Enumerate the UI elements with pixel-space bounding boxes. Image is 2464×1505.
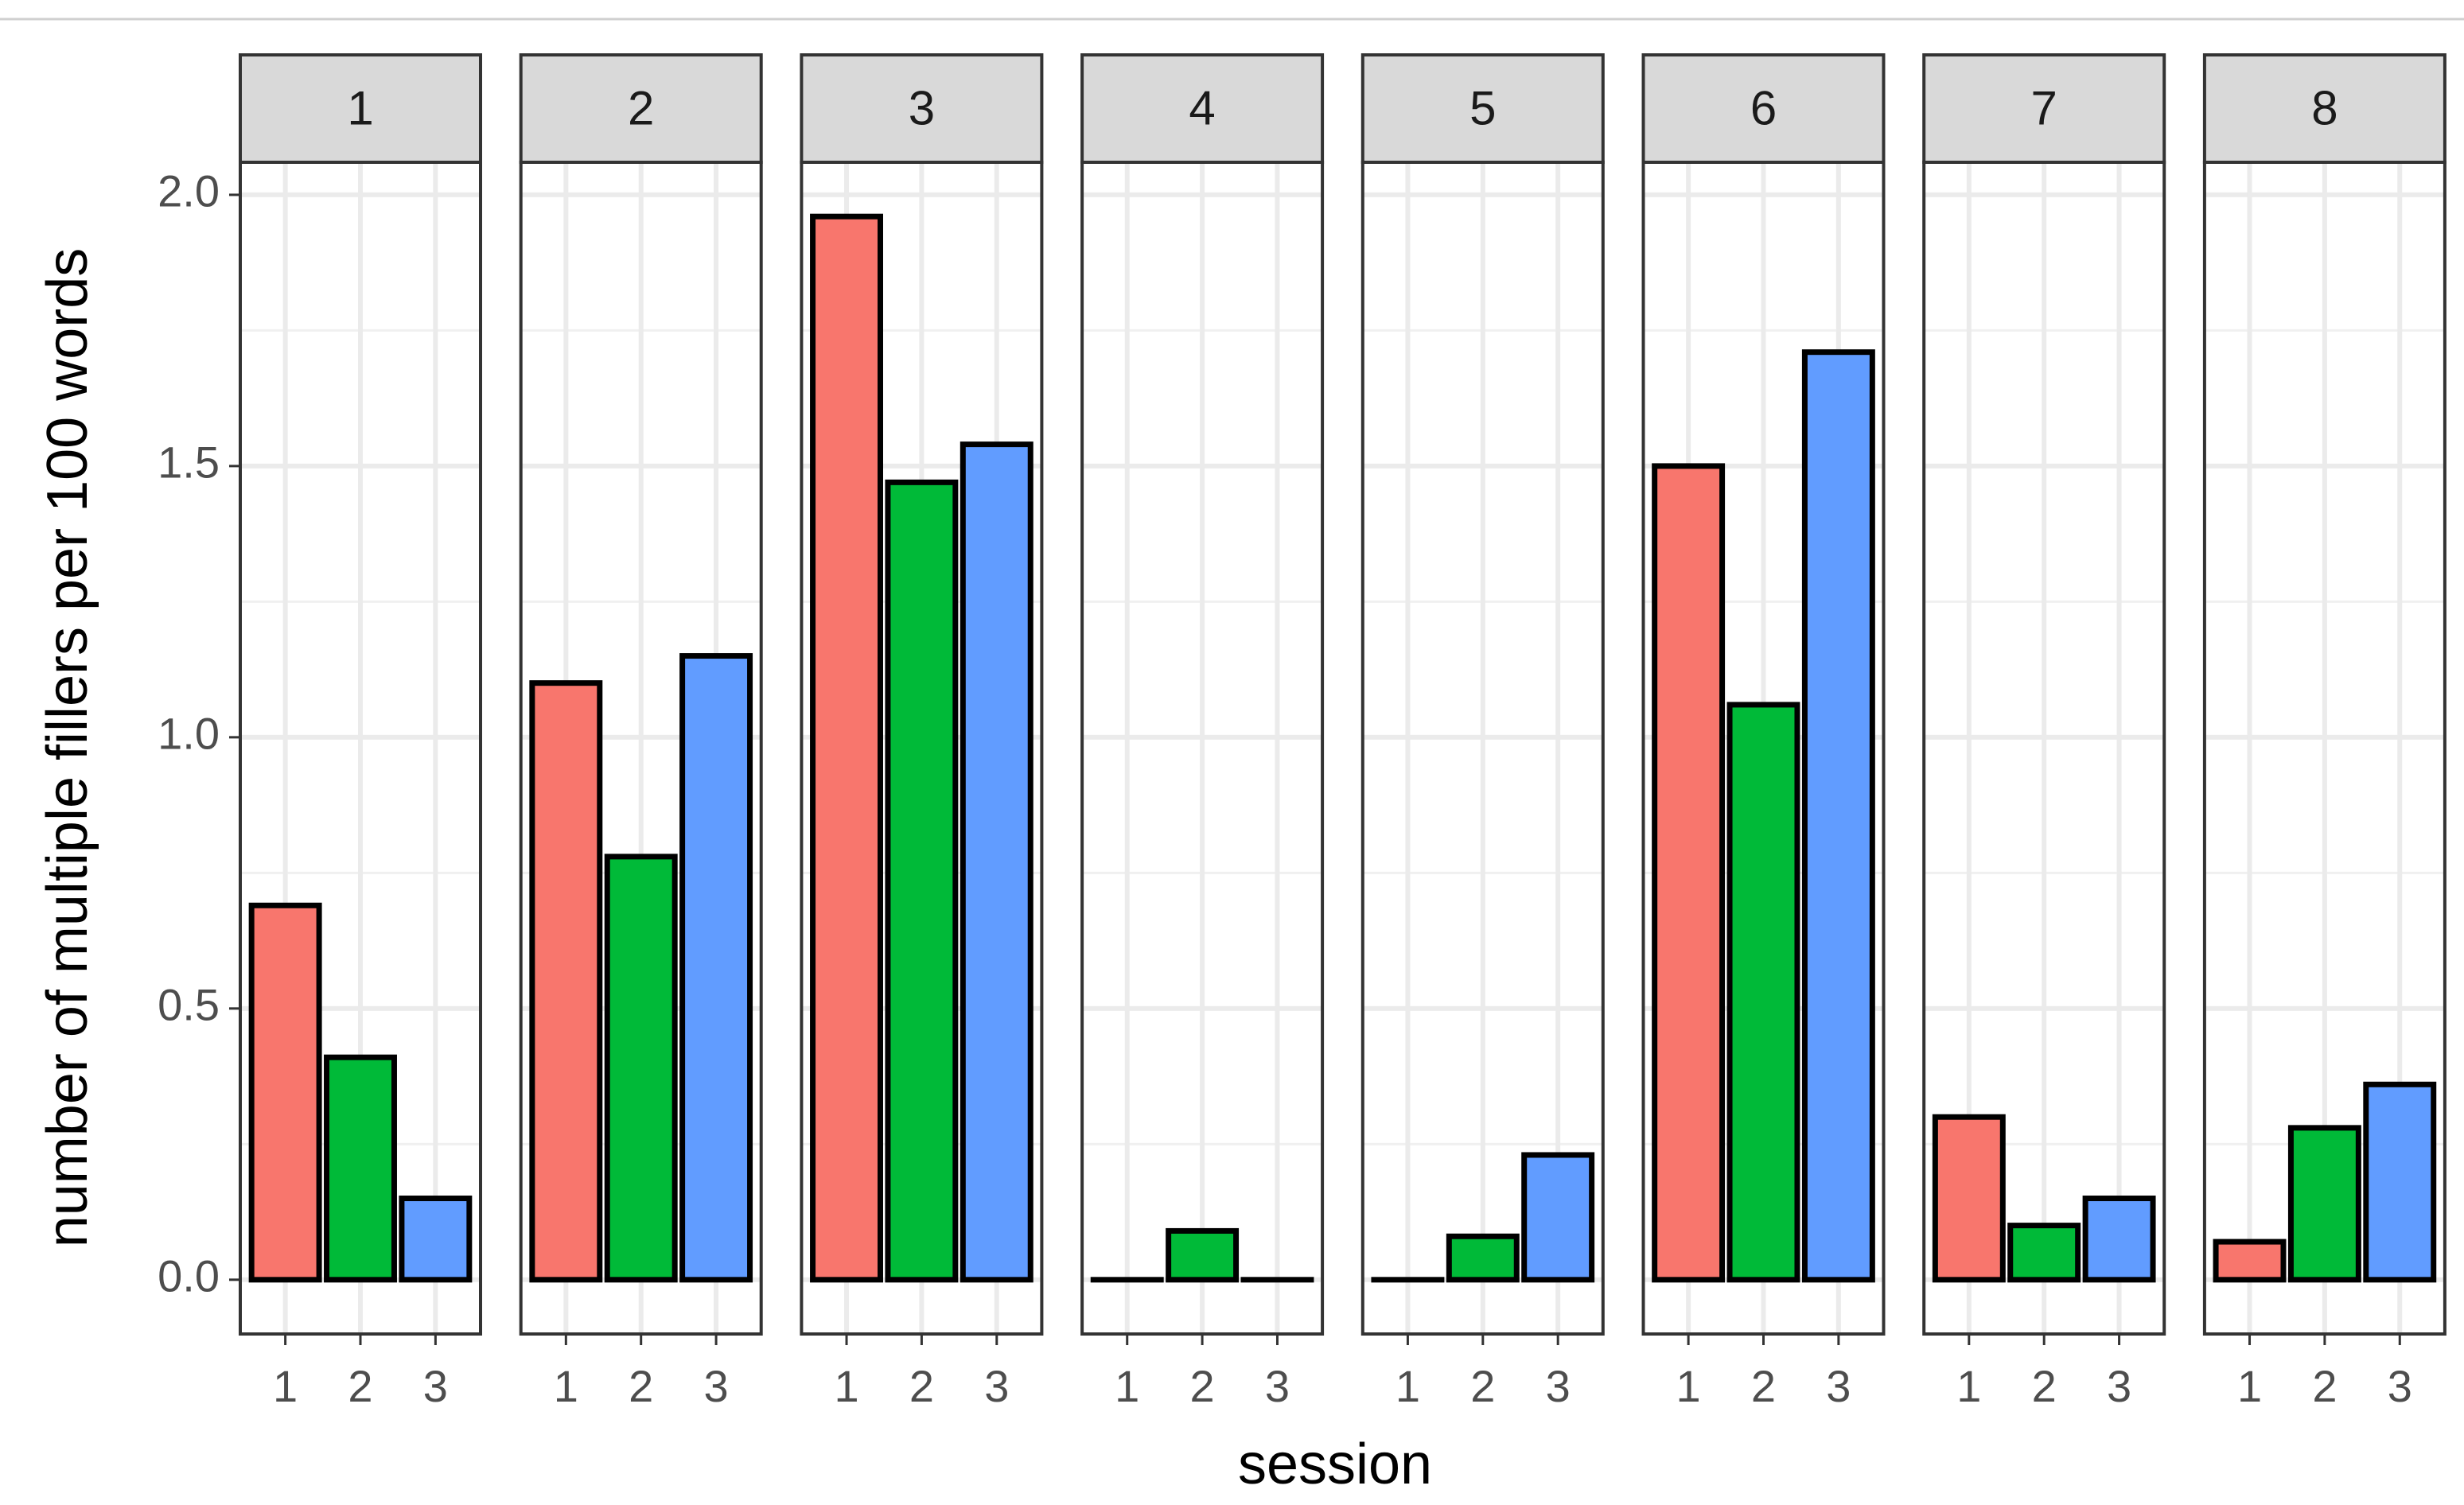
bar (2213, 1239, 2287, 1283)
x-tick-label: 2 (348, 1361, 372, 1411)
x-tick-label: 3 (984, 1361, 1009, 1411)
x-tick-label: 2 (2312, 1361, 2337, 1411)
x-tick-label: 3 (1265, 1361, 1290, 1411)
x-tick-label: 1 (554, 1361, 578, 1411)
y-tick-label: 1.5 (158, 438, 220, 488)
facet-title: 1 (347, 81, 373, 134)
x-tick-label: 1 (273, 1361, 298, 1411)
bar (1932, 1114, 2006, 1283)
x-tick-label: 3 (1546, 1361, 1571, 1411)
facet-title: 6 (1750, 81, 1777, 134)
facet-title: 7 (2031, 81, 2057, 134)
bar (679, 653, 753, 1283)
y-tick-label: 0.5 (158, 980, 220, 1030)
facet-strip (1641, 53, 1886, 164)
x-tick-label: 1 (1395, 1361, 1420, 1411)
y-tick-label: 2.0 (158, 166, 220, 216)
facet-strip (1922, 53, 2166, 164)
bar (248, 902, 322, 1283)
y-tick-label: 0.0 (158, 1251, 220, 1301)
bar (2287, 1125, 2361, 1283)
x-tick-label: 3 (1826, 1361, 1851, 1411)
bar (399, 1196, 473, 1283)
x-tick-label: 1 (2237, 1361, 2262, 1411)
facet-title: 8 (2311, 81, 2337, 134)
facet-title: 5 (1469, 81, 1496, 134)
x-tick-label: 2 (2032, 1361, 2057, 1411)
facet-strip (800, 53, 1044, 164)
facet-strip (1080, 53, 1325, 164)
bar (529, 680, 603, 1283)
bar (810, 213, 883, 1283)
bar (324, 1054, 397, 1283)
facet-strip (239, 53, 482, 164)
y-tick-label: 1.0 (158, 709, 220, 759)
x-tick-label: 2 (1470, 1361, 1495, 1411)
x-tick-label: 1 (834, 1361, 858, 1411)
bar (960, 441, 1033, 1283)
x-tick-label: 3 (703, 1361, 728, 1411)
x-tick-label: 2 (1190, 1361, 1215, 1411)
bar (1726, 702, 1800, 1283)
x-axis-label: session (1238, 1433, 1432, 1496)
x-tick-label: 2 (1751, 1361, 1776, 1411)
bar (1652, 463, 1726, 1283)
y-axis-label: number of multiple fillers per 100 words (36, 248, 99, 1248)
bar (1801, 349, 1875, 1283)
bar (1521, 1152, 1595, 1283)
facet-title: 4 (1189, 81, 1215, 134)
facet-title: 2 (628, 81, 654, 134)
x-tick-label: 2 (629, 1361, 653, 1411)
facet-strip (2202, 53, 2446, 164)
bar (885, 479, 959, 1283)
x-tick-label: 3 (2107, 1361, 2131, 1411)
bar (2082, 1196, 2156, 1283)
bar (604, 854, 678, 1283)
x-tick-label: 1 (1676, 1361, 1701, 1411)
x-tick-label: 2 (909, 1361, 934, 1411)
bar (1446, 1233, 1520, 1283)
x-tick-label: 3 (423, 1361, 448, 1411)
facet-strip (519, 53, 763, 164)
bar (2007, 1223, 2081, 1283)
facet-strip (1360, 53, 1605, 164)
x-tick-label: 1 (1956, 1361, 1981, 1411)
facet-title: 3 (909, 81, 935, 134)
x-tick-label: 1 (1115, 1361, 1139, 1411)
x-tick-label: 3 (2388, 1361, 2412, 1411)
bar (2363, 1081, 2437, 1283)
bar (1166, 1227, 1240, 1283)
